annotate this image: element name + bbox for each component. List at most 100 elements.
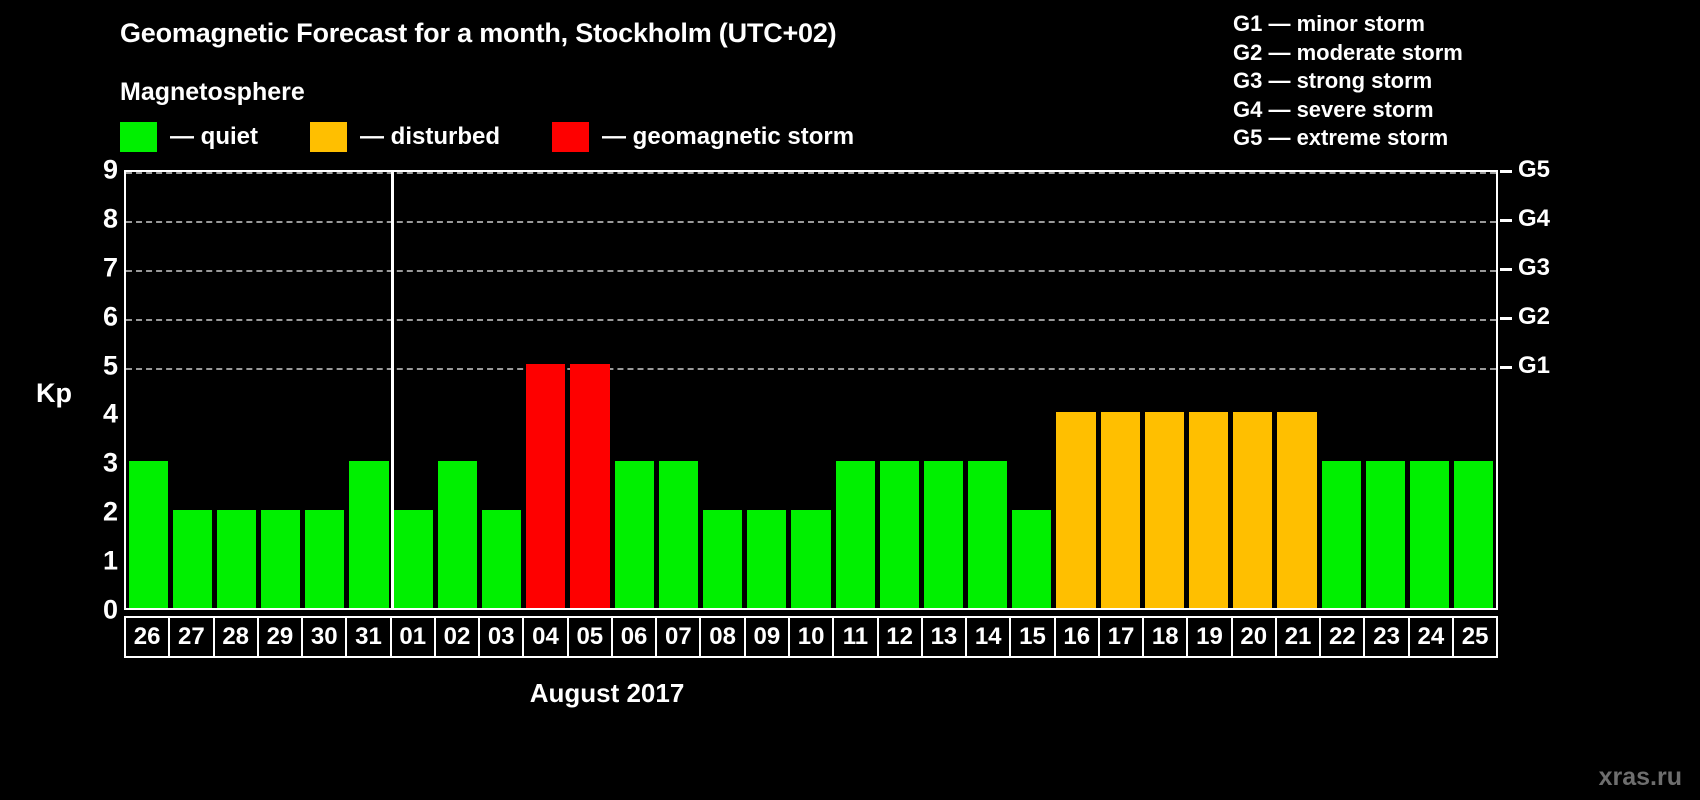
day-label-24: 24 (1410, 618, 1454, 656)
bar-slot (612, 172, 656, 608)
day-label-02: 02 (436, 618, 481, 656)
bar-day-16 (1056, 412, 1096, 608)
bar-slot (745, 172, 789, 608)
bar-slot (1407, 172, 1451, 608)
kp-tick-label-9: 9 (102, 154, 118, 185)
g-tick-mark-g4 (1500, 218, 1512, 222)
bar-day-06 (614, 461, 654, 608)
bar-slot (877, 172, 921, 608)
bar-day-30 (305, 510, 345, 608)
storm-scale-legend: G1 — minor storm G2 — moderate storm G3 — … (1233, 10, 1463, 153)
day-label-14: 14 (967, 618, 1012, 656)
g-tick-mark-g2 (1500, 316, 1512, 320)
day-label-30: 30 (303, 618, 348, 656)
bar-slot (524, 172, 568, 608)
bar-day-14 (968, 461, 1008, 608)
bar-slot (1010, 172, 1054, 608)
bar-slot (214, 172, 258, 608)
day-label-21: 21 (1277, 618, 1322, 656)
g-tick-label-g3: G3 (1518, 253, 1551, 281)
y-axis-title: Kp (36, 378, 72, 408)
day-label-13: 13 (923, 618, 968, 656)
month-separator-line (391, 172, 395, 608)
day-label-17: 17 (1100, 618, 1145, 656)
bar-day-25 (1454, 461, 1494, 608)
magnetosphere-legend: — quiet — disturbed — geomagnetic storm (120, 122, 906, 152)
x-axis-title-text: August 2017 (529, 678, 685, 708)
bar-day-10 (791, 510, 831, 608)
bar-slot (391, 172, 435, 608)
g-tick-label-g1: G1 (1518, 351, 1551, 379)
kp-tick-label-2: 2 (102, 496, 118, 527)
bar-day-28 (216, 510, 257, 608)
bar-slot (1142, 172, 1186, 608)
bar-slot (1363, 172, 1407, 608)
kp-tick-label-8: 8 (102, 203, 118, 234)
legend-label: — quiet (170, 123, 258, 150)
bar-day-02 (437, 461, 477, 608)
day-label-29: 29 (259, 618, 304, 656)
bar-slot (303, 172, 347, 608)
g-tick-mark-g1 (1500, 365, 1512, 369)
gridline-kp-6 (126, 318, 1496, 321)
kp-tick-label-3: 3 (102, 447, 118, 478)
bar-slot (480, 172, 524, 608)
bar-slot (568, 172, 612, 608)
day-label-12: 12 (879, 618, 923, 656)
kp-tick-label-7: 7 (102, 252, 118, 283)
day-label-27: 27 (170, 618, 215, 656)
bar-slot (126, 172, 170, 608)
g-scale-axis: G1 G2 G3 G4 G5 (1500, 156, 1570, 610)
day-label-22: 22 (1321, 618, 1366, 656)
legend-swatch-icon (120, 122, 157, 152)
bar-slot (1098, 172, 1142, 608)
day-label-26: 26 (126, 618, 171, 656)
bar-slot (347, 172, 391, 608)
bar-day-04 (526, 363, 566, 608)
storm-scale-row-g4: G4 — severe storm (1233, 96, 1434, 122)
bar-day-08 (702, 510, 743, 608)
kp-tick-label-0: 0 (102, 594, 118, 625)
day-label-08: 08 (701, 618, 746, 656)
legend-label: — disturbed (360, 123, 501, 150)
g-tick-mark-g3 (1500, 267, 1512, 271)
day-label-18: 18 (1144, 618, 1189, 656)
day-label-11: 11 (834, 618, 879, 656)
day-label-07: 07 (657, 618, 702, 656)
page-title: Geomagnetic Forecast for a month, Stockh… (120, 18, 837, 48)
day-label-23: 23 (1365, 618, 1410, 656)
bar-slot (700, 172, 744, 608)
plot-area (124, 170, 1498, 610)
bar-day-03 (482, 510, 522, 608)
g-tick-mark-g5 (1500, 170, 1512, 173)
gridline-kp-7 (126, 269, 1496, 272)
storm-scale-row-g2: G2 — moderate storm (1233, 39, 1463, 65)
storm-scale-row-g3: G3 — strong storm (1233, 68, 1433, 94)
day-label-09: 09 (746, 618, 790, 656)
kp-tick-label-1: 1 (102, 545, 118, 576)
legend-label: — geomagnetic storm (602, 123, 855, 150)
bar-day-24 (1409, 461, 1450, 608)
bar-day-20 (1233, 412, 1273, 608)
g-tick-label-g2: G2 (1518, 302, 1551, 330)
bar-day-01 (393, 510, 433, 608)
day-label-19: 19 (1188, 618, 1233, 656)
day-axis: 26 27 28 29 30 31 01 02 03 04 05 06 07 08 09 10 11 12 13 14… (124, 616, 1498, 658)
kp-tick-label-4: 4 (102, 398, 118, 429)
bar-slot (435, 172, 479, 608)
bar-slot (789, 172, 833, 608)
watermark: xras.ru (1598, 763, 1682, 791)
legend-swatch-icon (552, 122, 590, 152)
day-label-05: 05 (569, 618, 613, 656)
bar-day-22 (1321, 461, 1361, 608)
bar-slot (1275, 172, 1319, 608)
legend-heading: Magnetosphere (120, 78, 305, 106)
bar-slot (1187, 172, 1231, 608)
bar-slot (966, 172, 1010, 608)
legend-swatch-icon (310, 122, 347, 152)
bar-day-12 (879, 461, 919, 608)
bar-day-18 (1144, 412, 1184, 608)
kp-tick-label-6: 6 (102, 301, 118, 332)
bar-slot (1319, 172, 1363, 608)
bar-slot (921, 172, 965, 608)
